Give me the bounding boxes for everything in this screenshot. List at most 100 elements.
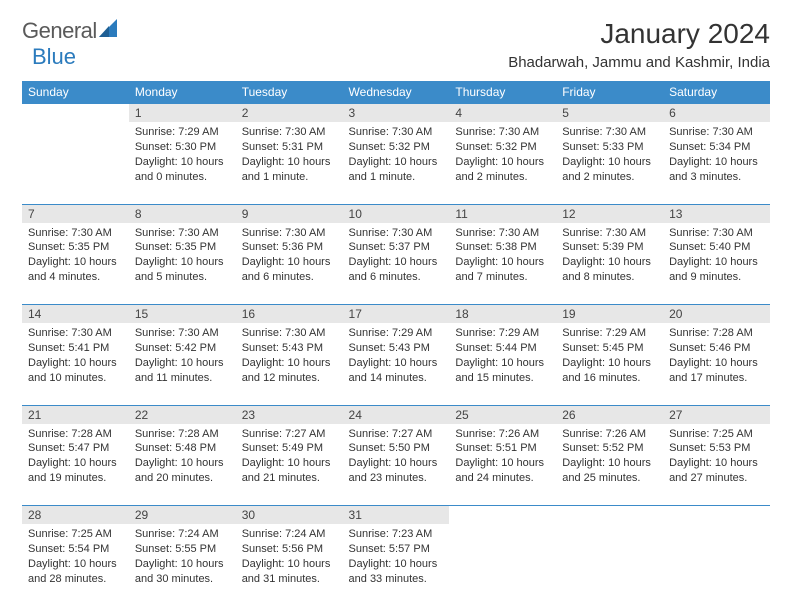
sunrise-text: Sunrise: 7:26 AM: [562, 427, 657, 442]
sunrise-text: Sunrise: 7:29 AM: [135, 125, 230, 140]
sunrise-text: Sunrise: 7:30 AM: [669, 125, 764, 140]
daylight-text: Daylight: 10 hours and 20 minutes.: [135, 456, 230, 486]
day-number: 5: [556, 104, 663, 123]
sunrise-text: Sunrise: 7:30 AM: [28, 326, 123, 341]
daylight-text: Daylight: 10 hours and 23 minutes.: [349, 456, 444, 486]
day-cell: Sunrise: 7:25 AMSunset: 5:53 PMDaylight:…: [663, 424, 770, 506]
sunset-text: Sunset: 5:39 PM: [562, 240, 657, 255]
sunset-text: Sunset: 5:53 PM: [669, 441, 764, 456]
day-details-row: Sunrise: 7:30 AM Sunset: 5:35 PM Daylight:…: [22, 223, 770, 305]
daylight-text: Daylight: 10 hours and 4 minutes.: [28, 255, 123, 285]
weekday-header: Saturday: [663, 81, 770, 104]
day-cell: Sunrise: 7:30 AMSunset: 5:35 PMDaylight:…: [129, 223, 236, 305]
day-details: Sunrise: 7:30 AMSunset: 5:32 PMDaylight:…: [449, 122, 556, 190]
daylight-text: Daylight: 10 hours and 11 minutes.: [135, 356, 230, 386]
day-number: 29: [129, 506, 236, 525]
daylight-text: Daylight: 10 hours and 21 minutes.: [242, 456, 337, 486]
day-details: Sunrise: 7:27 AMSunset: 5:50 PMDaylight:…: [343, 424, 450, 492]
sunset-text: Sunset: 5:50 PM: [349, 441, 444, 456]
day-cell: Sunrise: 7:30 AMSunset: 5:32 PMDaylight:…: [343, 122, 450, 204]
sunset-text: Sunset: 5:35 PM: [135, 240, 230, 255]
day-number: 25: [449, 405, 556, 424]
day-cell: Sunrise: 7:30 AMSunset: 5:37 PMDaylight:…: [343, 223, 450, 305]
empty-cell: [556, 506, 663, 525]
day-details: Sunrise: 7:24 AMSunset: 5:55 PMDaylight:…: [129, 524, 236, 592]
sunset-text: Sunset: 5:51 PM: [455, 441, 550, 456]
day-cell: Sunrise: 7:28 AMSunset: 5:46 PMDaylight:…: [663, 323, 770, 405]
sunset-text: Sunset: 5:52 PM: [562, 441, 657, 456]
logo: General: [22, 18, 123, 44]
day-cell: Sunrise: 7:24 AMSunset: 5:55 PMDaylight:…: [129, 524, 236, 606]
day-number-row: 21222324252627: [22, 405, 770, 424]
day-details: Sunrise: 7:25 AMSunset: 5:53 PMDaylight:…: [663, 424, 770, 492]
day-cell: Sunrise: 7:27 AMSunset: 5:49 PMDaylight:…: [236, 424, 343, 506]
day-details: Sunrise: 7:28 AMSunset: 5:47 PMDaylight:…: [22, 424, 129, 492]
day-details: Sunrise: 7:30 AMSunset: 5:32 PMDaylight:…: [343, 122, 450, 190]
day-number-row: 14151617181920: [22, 305, 770, 324]
day-number: 13: [663, 204, 770, 223]
daylight-text: Daylight: 10 hours and 7 minutes.: [455, 255, 550, 285]
day-cell: Sunrise: 7:30 AMSunset: 5:33 PMDaylight:…: [556, 122, 663, 204]
day-number: 1: [129, 104, 236, 123]
day-number: 23: [236, 405, 343, 424]
daylight-text: Daylight: 10 hours and 14 minutes.: [349, 356, 444, 386]
weekday-header-row: SundayMondayTuesdayWednesdayThursdayFrid…: [22, 81, 770, 104]
logo-text-right: Blue: [32, 44, 76, 70]
sunrise-text: Sunrise: 7:24 AM: [242, 527, 337, 542]
sunrise-text: Sunrise: 7:27 AM: [349, 427, 444, 442]
sunset-text: Sunset: 5:41 PM: [28, 341, 123, 356]
day-details: Sunrise: 7:30 AMSunset: 5:35 PMDaylight:…: [129, 223, 236, 291]
day-details-row: Sunrise: 7:25 AMSunset: 5:54 PMDaylight:…: [22, 524, 770, 606]
weekday-header: Thursday: [449, 81, 556, 104]
sunset-text: Sunset: 5:36 PM: [242, 240, 337, 255]
day-cell: Sunrise: 7:23 AMSunset: 5:57 PMDaylight:…: [343, 524, 450, 606]
daylight-text: Daylight: 10 hours and 30 minutes.: [135, 557, 230, 587]
day-cell: Sunrise: 7:30 AMSunset: 5:39 PMDaylight:…: [556, 223, 663, 305]
day-number: 31: [343, 506, 450, 525]
sunset-text: Sunset: 5:49 PM: [242, 441, 337, 456]
day-number: 6: [663, 104, 770, 123]
day-cell: Sunrise: 7:29 AMSunset: 5:44 PMDaylight:…: [449, 323, 556, 405]
daylight-text: Daylight: 10 hours and 27 minutes.: [669, 456, 764, 486]
day-cell: Sunrise: 7:30 AMSunset: 5:41 PMDaylight:…: [22, 323, 129, 405]
sunset-text: Sunset: 5:48 PM: [135, 441, 230, 456]
sunrise-text: Sunrise: 7:29 AM: [562, 326, 657, 341]
sunrise-text: Sunrise: 7:23 AM: [349, 527, 444, 542]
sunset-text: Sunset: 5:37 PM: [349, 240, 444, 255]
day-number-row: 28293031: [22, 506, 770, 525]
daylight-text: Daylight: 10 hours and 28 minutes.: [28, 557, 123, 587]
day-details-row: Sunrise: 7:29 AMSunset: 5:30 PMDaylight:…: [22, 122, 770, 204]
sunset-text: Sunset: 5:38 PM: [455, 240, 550, 255]
sunrise-text: Sunrise: 7:30 AM: [562, 226, 657, 241]
day-cell: Sunrise: 7:30 AMSunset: 5:31 PMDaylight:…: [236, 122, 343, 204]
day-number: 22: [129, 405, 236, 424]
day-number: 7: [22, 204, 129, 223]
sunrise-text: Sunrise: 7:30 AM: [455, 226, 550, 241]
day-details: Sunrise: 7:28 AMSunset: 5:48 PMDaylight:…: [129, 424, 236, 492]
day-number: 30: [236, 506, 343, 525]
day-details: Sunrise: 7:30 AMSunset: 5:37 PMDaylight:…: [343, 223, 450, 291]
daylight-text: Daylight: 10 hours and 6 minutes.: [349, 255, 444, 285]
daylight-text: Daylight: 10 hours and 25 minutes.: [562, 456, 657, 486]
sunset-text: Sunset: 5:40 PM: [669, 240, 764, 255]
sunset-text: Sunset: 5:31 PM: [242, 140, 337, 155]
daylight-text: Daylight: 10 hours and 6 minutes.: [242, 255, 337, 285]
day-cell: Sunrise: 7:29 AMSunset: 5:30 PMDaylight:…: [129, 122, 236, 204]
sunrise-text: Sunrise: 7:30 AM: [349, 226, 444, 241]
daylight-text: Daylight: 10 hours and 8 minutes.: [562, 255, 657, 285]
day-number: 8: [129, 204, 236, 223]
sunrise-text: Sunrise: 7:30 AM: [669, 226, 764, 241]
sunset-text: Sunset: 5:34 PM: [669, 140, 764, 155]
day-number: 27: [663, 405, 770, 424]
sunrise-text: Sunrise: 7:30 AM: [135, 326, 230, 341]
day-details: Sunrise: 7:30 AMSunset: 5:34 PMDaylight:…: [663, 122, 770, 190]
sunrise-text: Sunrise: 7:30 AM: [28, 226, 123, 241]
day-details: Sunrise: 7:26 AMSunset: 5:51 PMDaylight:…: [449, 424, 556, 492]
page-header: General January 2024 Bhadarwah, Jammu an…: [22, 18, 770, 71]
sunrise-text: Sunrise: 7:28 AM: [669, 326, 764, 341]
day-number-row: 78910111213: [22, 204, 770, 223]
sail-icon: [99, 19, 121, 44]
sunrise-text: Sunrise: 7:25 AM: [28, 527, 123, 542]
weekday-header: Wednesday: [343, 81, 450, 104]
day-cell: Sunrise: 7:24 AMSunset: 5:56 PMDaylight:…: [236, 524, 343, 606]
